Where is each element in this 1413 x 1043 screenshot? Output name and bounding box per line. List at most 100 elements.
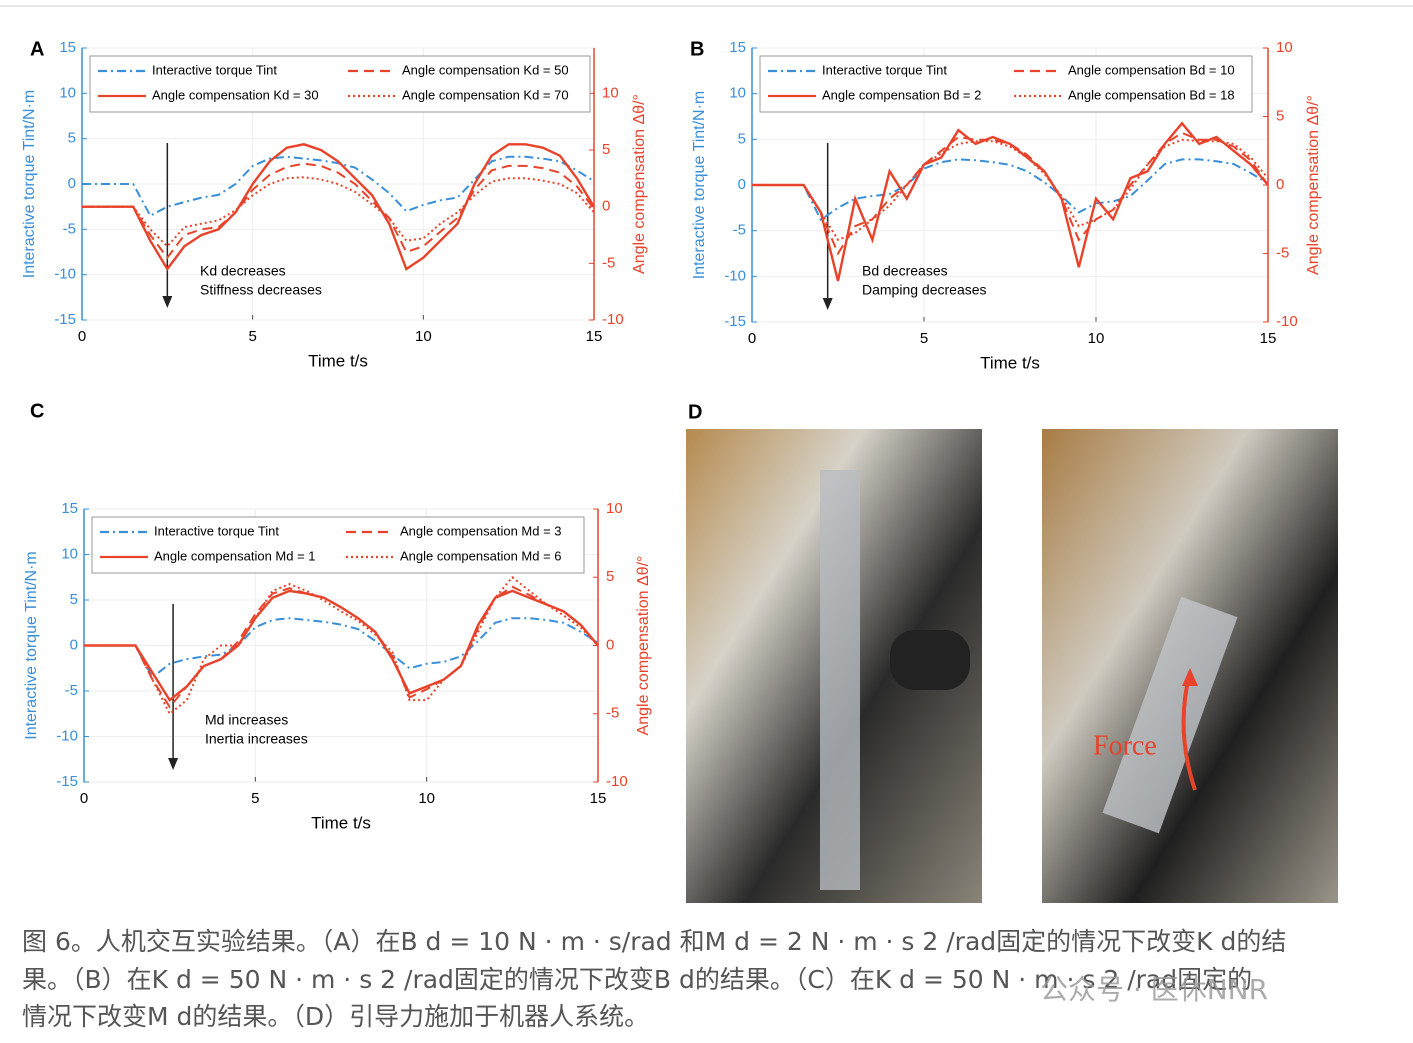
y2-axis-label: Angle compensation Δθ/° — [631, 94, 648, 274]
y-tick-label: 10 — [61, 545, 78, 562]
y2-axis-label: Angle compensation Δθ/° — [635, 556, 652, 736]
legend-label: Angle compensation Kd = 30 — [152, 87, 319, 102]
watermark: 公众号 · 医休NNR — [1040, 973, 1269, 1006]
y2-tick-label: -5 — [1276, 244, 1289, 261]
x-tick-label: 0 — [80, 790, 88, 807]
series-line — [752, 158, 1269, 222]
y2-tick-label: -10 — [606, 773, 628, 790]
caption-line: 情况下改变M d的结果。（D）引导力施加于机器人系统。 — [22, 1002, 650, 1031]
annotation: Stiffness decreases — [200, 282, 322, 298]
legend-box — [759, 55, 1253, 113]
legend-label: Angle compensation Md = 3 — [400, 523, 562, 538]
y-tick-label: 0 — [68, 175, 76, 192]
y2-tick-label: 5 — [606, 568, 614, 585]
y2-tick-label: 5 — [1276, 107, 1284, 124]
force-arrowhead — [1182, 668, 1198, 686]
series-line — [84, 575, 599, 716]
y2-tick-label: -5 — [602, 254, 615, 271]
figure: D Force A0 5 10 15-15-10-5051015-10-50510Ti… — [0, 5, 1413, 903]
x-tick-label: 5 — [251, 790, 259, 807]
series-line — [752, 138, 1269, 242]
series-line — [84, 589, 599, 702]
legend-label: Angle compensation Bd = 10 — [1068, 62, 1235, 77]
series-line — [84, 585, 599, 709]
annotation: Inertia increases — [205, 731, 308, 747]
y-tick-label: -15 — [54, 311, 76, 328]
robot-frame — [820, 470, 860, 890]
robot-frame — [1102, 596, 1238, 834]
x-tick-label: 15 — [1260, 330, 1277, 347]
y2-tick-label: -10 — [602, 311, 624, 328]
x-axis-label: Time t/s — [980, 353, 1040, 372]
series-line — [752, 131, 1269, 256]
y-axis-label: Interactive torque Tint/N·m — [691, 91, 708, 280]
annotation: Damping decreases — [862, 282, 987, 298]
annotation: Md increases — [205, 712, 288, 728]
y-tick-label: -5 — [63, 220, 76, 237]
y2-tick-label: 10 — [1276, 39, 1293, 56]
y-axis-label: Interactive torque Tint/N·m — [23, 551, 40, 740]
x-axis-label: Time t/s — [311, 813, 371, 832]
y2-tick-label: -10 — [1276, 313, 1298, 330]
y-tick-label: 5 — [738, 130, 746, 147]
y2-axis-label: Angle compensation Δθ/° — [1305, 95, 1322, 275]
panel-label: C — [30, 400, 44, 422]
series-line — [82, 143, 596, 272]
arrowhead — [822, 298, 833, 310]
y-axis-label: Interactive torque Tint/N·m — [21, 90, 38, 279]
x-tick-label: 5 — [920, 330, 928, 347]
x-tick-label: 10 — [1088, 330, 1105, 347]
hand — [890, 630, 970, 690]
panel-label: A — [30, 38, 44, 60]
y2-tick-label: 5 — [602, 141, 610, 158]
legend-label: Interactive torque Tint — [152, 62, 277, 77]
arrowhead — [162, 296, 173, 308]
annotation: Bd decreases — [862, 263, 948, 279]
legend-label: Angle compensation Kd = 70 — [402, 87, 569, 102]
y-tick-label: 10 — [59, 84, 76, 101]
legend-label: Angle compensation Md = 1 — [154, 548, 316, 563]
y-tick-label: -10 — [724, 267, 746, 284]
y-tick-label: 15 — [61, 500, 78, 517]
x-tick-label: 15 — [590, 790, 607, 807]
y-tick-label: 10 — [729, 85, 746, 102]
legend-label: Angle compensation Md = 6 — [400, 548, 562, 563]
legend-label: Angle compensation Bd = 18 — [1068, 87, 1235, 102]
x-tick-label: 15 — [586, 328, 603, 345]
y-tick-label: 15 — [729, 39, 746, 56]
series-line — [752, 121, 1269, 282]
y-tick-label: 0 — [70, 636, 78, 653]
series-line — [84, 617, 599, 679]
series-line — [82, 155, 595, 218]
x-axis-label: Time t/s — [308, 351, 368, 370]
y2-tick-label: 10 — [602, 84, 619, 101]
caption-line: 图 6。人机交互实验结果。（A）在B d = 10 N · m · s/rad … — [22, 927, 1287, 956]
y-tick-label: -5 — [65, 682, 78, 699]
panel-label: D — [688, 401, 702, 423]
y2-tick-label: -5 — [606, 705, 619, 722]
legend-label: Interactive torque Tint — [822, 62, 947, 77]
legend-label: Angle compensation Bd = 2 — [822, 87, 981, 102]
legend-label: Interactive torque Tint — [154, 523, 279, 538]
y2-tick-label: 0 — [602, 198, 610, 215]
legend-box — [91, 516, 585, 574]
series-line — [82, 162, 595, 260]
y-tick-label: -10 — [54, 266, 76, 283]
series-line — [82, 176, 595, 248]
y-tick-label: -15 — [724, 313, 746, 330]
annotation: Kd decreases — [200, 263, 286, 279]
y-tick-label: 0 — [738, 176, 746, 193]
arrowhead — [168, 758, 179, 770]
x-tick-label: 10 — [418, 790, 435, 807]
panel-label: B — [690, 38, 704, 60]
y-tick-label: -10 — [56, 727, 78, 744]
y-tick-label: 15 — [59, 39, 76, 56]
x-tick-label: 10 — [415, 328, 432, 345]
y2-tick-label: 0 — [606, 636, 614, 653]
legend-label: Angle compensation Kd = 50 — [402, 62, 569, 77]
y-tick-label: 5 — [70, 591, 78, 608]
y2-tick-label: 10 — [606, 500, 623, 517]
photo-annotation: Force — [1093, 730, 1157, 761]
x-tick-label: 0 — [748, 330, 756, 347]
